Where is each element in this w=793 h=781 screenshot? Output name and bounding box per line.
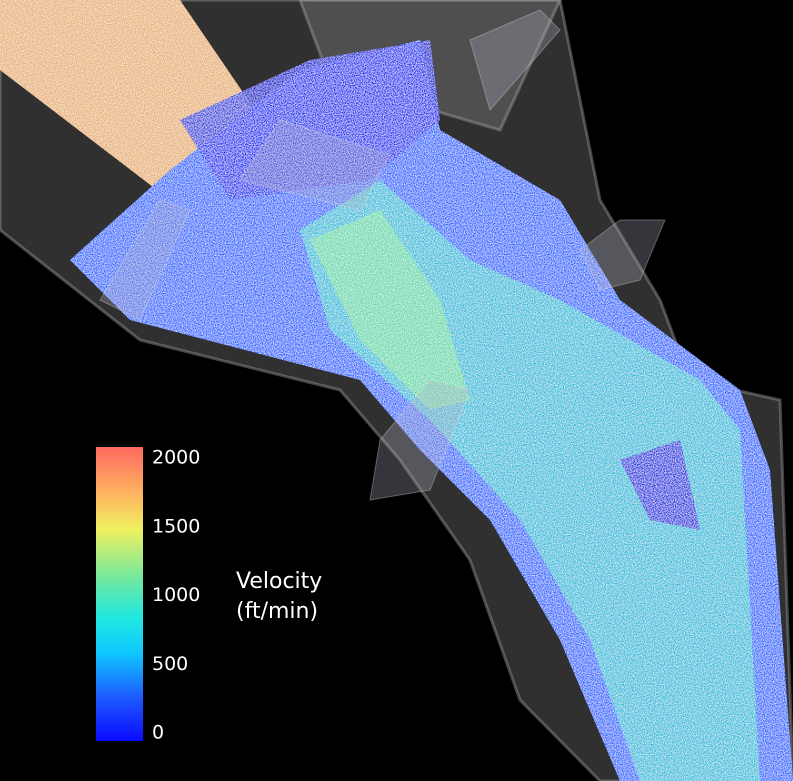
colorbar-tick-label: 0 [152,722,164,744]
colorbar-tick-label: 1000 [152,584,200,606]
colorbar-tick-label: 500 [152,653,188,675]
colorbar [96,447,143,741]
simulation-view: 0 500 1000 1500 2000 Velocity (ft/min) [0,0,793,781]
colorbar-tick-label: 1500 [152,515,200,537]
colorbar-tick-label: 2000 [152,447,200,469]
colorbar-title: (ft/min) [236,599,318,624]
colorbar-title: Velocity [236,569,322,594]
